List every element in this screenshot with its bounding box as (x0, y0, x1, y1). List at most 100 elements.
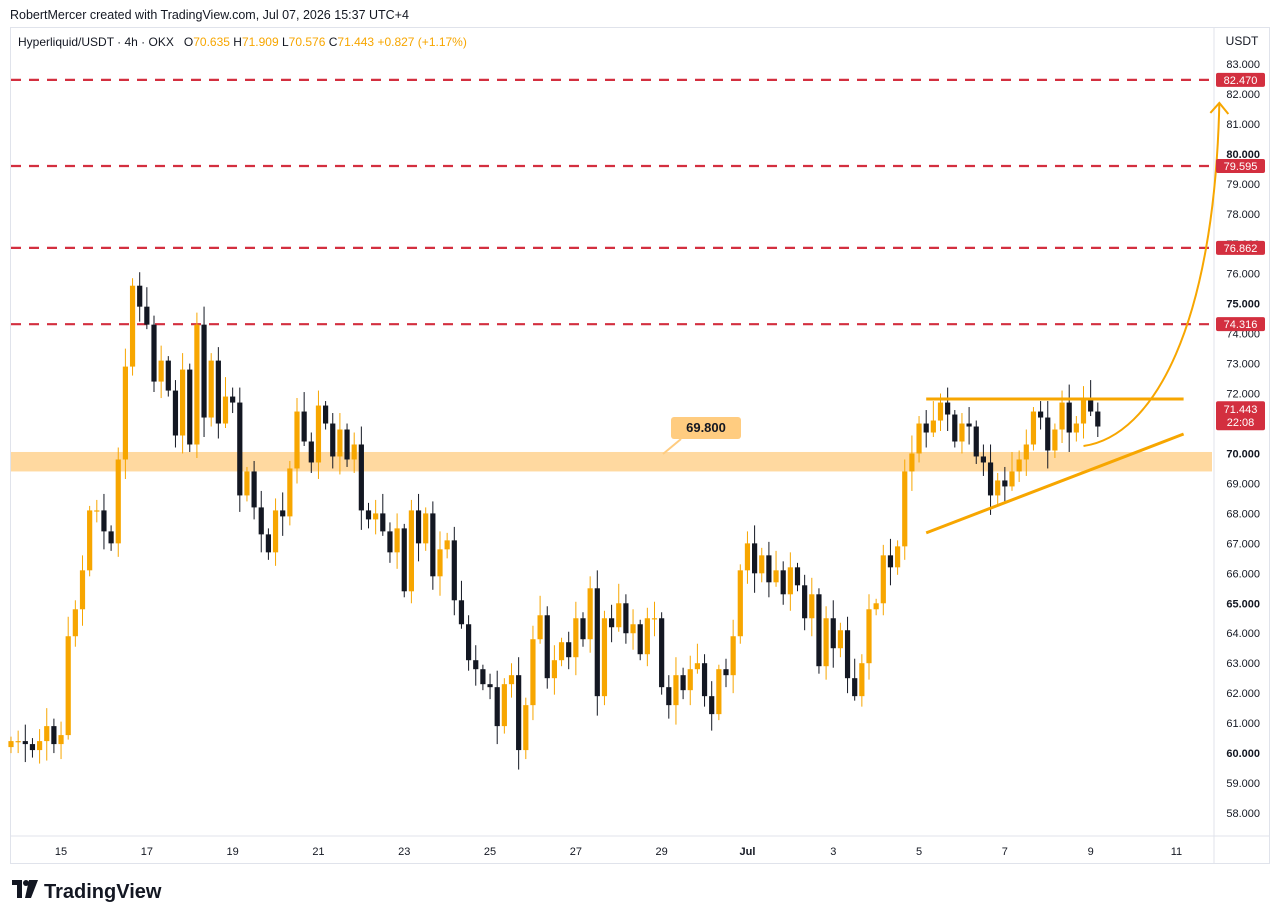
candle-body[interactable] (1073, 423, 1079, 433)
candle-body[interactable] (194, 324, 200, 445)
candle-body[interactable] (516, 675, 522, 751)
candle-body[interactable] (680, 675, 686, 691)
candle-body[interactable] (230, 396, 236, 403)
tradingview-logo[interactable]: TradingView (12, 880, 161, 904)
candle-body[interactable] (995, 480, 1001, 496)
candle-body[interactable] (852, 678, 858, 697)
candle-body[interactable] (752, 543, 758, 574)
candle-body[interactable] (902, 471, 908, 547)
candle-body[interactable] (265, 534, 271, 553)
candle-body[interactable] (980, 456, 986, 463)
candle-body[interactable] (830, 618, 836, 649)
candle-body[interactable] (558, 642, 565, 661)
candle-body[interactable] (394, 528, 400, 553)
candle-body[interactable] (480, 669, 486, 685)
candle-body[interactable] (251, 471, 257, 508)
candle-body[interactable] (937, 402, 944, 421)
candle-body[interactable] (473, 660, 479, 670)
candle-body[interactable] (1080, 399, 1087, 424)
candle-body[interactable] (315, 405, 322, 463)
candle-body[interactable] (165, 360, 171, 391)
candle-body[interactable] (780, 570, 786, 595)
candle-body[interactable] (208, 360, 214, 418)
candle-body[interactable] (880, 555, 886, 604)
candle-body[interactable] (823, 618, 829, 667)
candle-body[interactable] (923, 423, 929, 433)
candle-body[interactable] (544, 615, 550, 679)
candle-body[interactable] (987, 462, 994, 496)
candle-body[interactable] (1038, 411, 1044, 418)
candle-body[interactable] (44, 726, 50, 742)
candle-body[interactable] (673, 675, 679, 706)
candle-body[interactable] (144, 306, 150, 325)
symbol-name[interactable]: Hyperliquid/USDT · 4h · OKX (18, 35, 174, 49)
candle-body[interactable] (1030, 411, 1037, 445)
candle-body[interactable] (723, 669, 729, 676)
candle-body[interactable] (866, 609, 872, 664)
candle-body[interactable] (909, 453, 915, 472)
candle-body[interactable] (94, 510, 100, 512)
ascending-trendline[interactable] (925, 432, 1185, 535)
candle-body[interactable] (630, 624, 636, 634)
candle-body[interactable] (916, 423, 922, 454)
price-level-badge[interactable] (1216, 72, 1265, 87)
candle-body[interactable] (415, 510, 422, 544)
candle-body[interactable] (659, 618, 665, 688)
candle-body[interactable] (330, 423, 336, 457)
candle-body[interactable] (65, 636, 71, 736)
candle-body[interactable] (730, 636, 736, 676)
candle-body[interactable] (1045, 417, 1051, 451)
candle-body[interactable] (487, 684, 493, 688)
candle-body[interactable] (1023, 444, 1029, 460)
candle-body[interactable] (108, 531, 114, 544)
candle-body[interactable] (601, 618, 608, 697)
candle-body[interactable] (794, 567, 801, 586)
candle-body[interactable] (344, 429, 350, 460)
candle-body[interactable] (8, 741, 14, 748)
candle-body[interactable] (151, 324, 157, 382)
candle-body[interactable] (58, 735, 64, 745)
candle-body[interactable] (101, 510, 107, 532)
candle-body[interactable] (580, 618, 586, 640)
candle-body[interactable] (37, 741, 43, 751)
current-price-badge[interactable] (1216, 401, 1265, 431)
candle-body[interactable] (237, 402, 243, 496)
candle-body[interactable] (215, 360, 221, 424)
candle-body[interactable] (959, 423, 965, 442)
candle-body[interactable] (380, 513, 386, 532)
candle-body[interactable] (952, 414, 958, 442)
candle-body[interactable] (1052, 429, 1058, 451)
candle-body[interactable] (294, 411, 300, 469)
candle-body[interactable] (566, 642, 572, 658)
candle-body[interactable] (644, 618, 650, 655)
candle-body[interactable] (744, 543, 751, 571)
candle-body[interactable] (323, 405, 329, 424)
candle-body[interactable] (401, 528, 407, 592)
candle-body[interactable] (837, 630, 843, 649)
candle-body[interactable] (623, 603, 629, 634)
candle-body[interactable] (222, 396, 229, 424)
candle-body[interactable] (609, 618, 615, 628)
candle-body[interactable] (551, 660, 557, 679)
candle-body[interactable] (115, 459, 121, 544)
candle-body[interactable] (508, 675, 515, 685)
candle-body[interactable] (358, 444, 364, 511)
candle-body[interactable] (29, 744, 36, 751)
candle-body[interactable] (873, 603, 879, 610)
candle-body[interactable] (816, 594, 822, 667)
candle-body[interactable] (72, 609, 78, 637)
candle-body[interactable] (1095, 411, 1101, 427)
candle-body[interactable] (694, 663, 700, 670)
candle-body[interactable] (501, 684, 507, 727)
candle-body[interactable] (1066, 402, 1072, 433)
candle-body[interactable] (573, 618, 579, 658)
candle-body[interactable] (458, 600, 465, 625)
candle-body[interactable] (87, 510, 93, 571)
candle-body[interactable] (180, 369, 186, 436)
candle-body[interactable] (272, 510, 279, 553)
candle-body[interactable] (1002, 480, 1008, 487)
candle-body[interactable] (187, 369, 193, 445)
candle-body[interactable] (351, 444, 357, 460)
candle-body[interactable] (15, 741, 21, 743)
candle-body[interactable] (301, 411, 307, 442)
